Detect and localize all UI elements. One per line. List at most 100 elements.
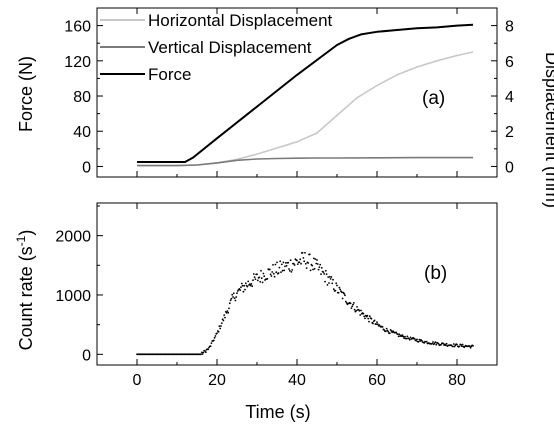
count-rate-point [317,268,320,271]
count-rate-point [283,269,286,272]
count-rate-point [229,299,232,302]
panel-b-left-y-tick-label: 1000 [55,288,91,305]
count-rate-point [353,308,356,311]
count-rate-point [228,302,231,305]
count-rate-point [219,327,222,330]
panel-b-x-tick-label: 80 [448,372,466,389]
y-axis-label-count-rate: Count rate (s-1) [14,230,36,351]
count-rate-point [209,345,212,347]
count-rate-point [270,275,273,277]
count-rate-point [328,275,331,278]
count-rate-point [244,288,246,291]
count-rate-point [416,338,418,341]
count-rate-point [218,325,221,328]
count-rate-point [444,344,447,347]
count-rate-point [226,310,229,312]
count-rate-point [337,291,340,294]
count-rate-point [214,335,217,337]
count-rate-point [200,351,203,354]
count-rate-point [296,259,298,262]
count-rate-point [352,302,355,304]
count-rate-point [260,269,262,272]
count-rate-point [368,315,371,318]
panel-b-x-tick-label: 60 [368,372,386,389]
series-line-force [137,23,474,163]
count-rate-point [335,282,338,285]
count-rate-point [253,276,256,278]
count-rate-point [281,269,284,272]
count-rate-point [250,283,253,285]
count-rate-point [210,342,213,344]
count-rate-point [243,284,246,287]
panel-b-left-y-tick-label: 0 [82,347,91,364]
count-rate-point [472,344,474,347]
count-rate-point [460,344,462,346]
y-axis-label-force: Force (N) [16,56,36,132]
count-rate-point [308,253,311,256]
count-rate-point [331,282,334,285]
count-rate-point [284,262,287,264]
count-rate-point [305,267,308,269]
count-rate-point [202,351,205,354]
panel-b-frame [96,202,498,366]
count-rate-point [326,284,329,286]
count-rate-point [258,276,261,279]
count-rate-point [406,335,409,338]
panel-a-right-y-tick-label: 4 [505,89,514,106]
count-rate-point [287,261,290,264]
count-rate-point [388,332,391,335]
panel-b-x-tick-label: 20 [208,372,226,389]
count-rate-point [328,282,330,284]
count-rate-point [298,261,301,264]
count-rate-point [309,269,312,272]
count-rate-point [285,264,288,267]
count-rate-point [319,263,322,266]
count-rate-point [220,322,223,324]
count-rate-point [387,330,390,333]
legend-label-horizontal: Horizontal Displacement [148,11,333,30]
count-rate-point [404,335,406,338]
panel-a-right-y-tick-label: 2 [505,124,514,141]
count-rate-point [442,342,445,345]
count-rate-point [216,332,218,335]
count-rate-point [304,251,306,254]
count-rate-point [220,325,222,327]
count-rate-point [314,258,317,260]
count-rate-point [244,282,247,285]
count-rate-point [204,351,207,354]
panel-b-label: (b) [424,263,447,284]
count-rate-point [312,257,315,260]
count-rate-point [397,335,400,338]
count-rate-point [440,343,442,346]
count-rate-point [401,334,404,336]
count-rate-point [302,257,305,259]
count-rate-point [359,314,362,316]
count-rate-point [350,307,353,309]
count-rate-point [415,339,418,342]
count-rate-point [207,348,210,351]
count-rate-point [320,273,322,275]
count-rate-point [239,289,242,291]
count-rate-point [233,297,236,300]
count-rate-point [241,284,244,287]
count-rate-point [381,326,384,328]
count-rate-point [460,345,463,348]
count-rate-point [290,271,293,273]
count-rate-point [271,271,274,273]
count-rate-point [300,262,302,265]
count-rate-point [385,327,388,330]
count-rate-point [299,258,302,261]
count-rate-point [345,302,348,304]
count-rate-point [234,299,237,302]
count-rate-point [458,345,461,348]
panel-a-right-y-tick-label: 6 [505,54,514,71]
panel-a-series-layer [137,23,474,167]
legend-label-force: Force [148,65,191,84]
count-rate-point [452,343,455,345]
count-rate-point [254,278,257,280]
count-rate-point [468,345,471,348]
count-rate-point [362,312,365,315]
count-rate-point [278,266,281,269]
count-rate-point [260,277,263,279]
count-rate-point [423,342,426,344]
